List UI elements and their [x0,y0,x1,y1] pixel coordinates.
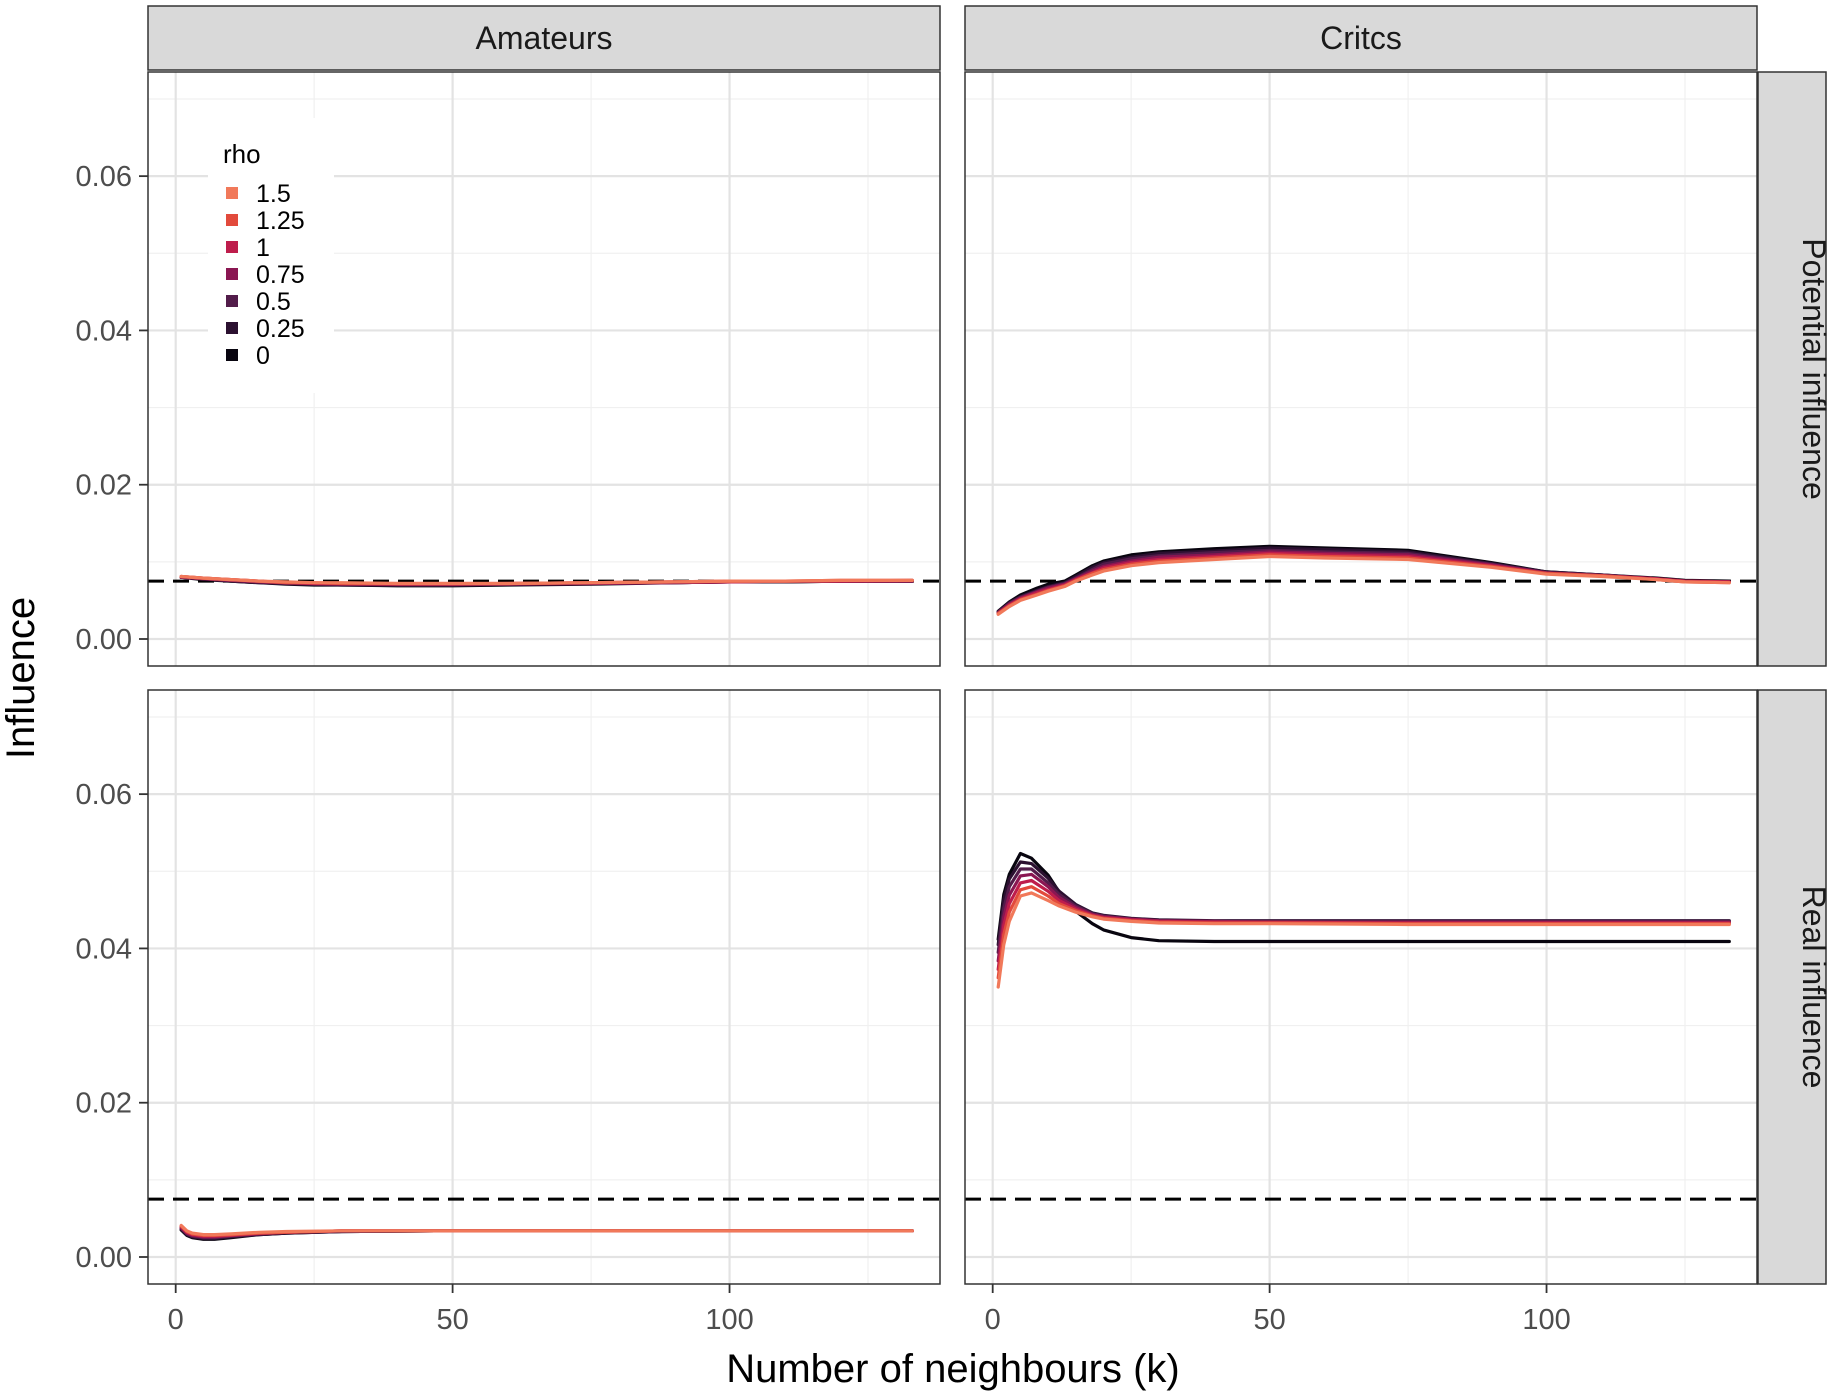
legend-swatch [226,295,238,307]
legend-label: 1.5 [256,180,291,208]
legend-item: 0.5 [226,288,291,316]
legend-item: 0.75 [226,261,305,289]
legend-title: rho [223,139,261,169]
series-line-rho-1-5 [996,554,1731,616]
x-tick-label: 0 [985,1304,1001,1336]
legend-label: 1.25 [256,207,305,235]
panel-border [964,71,1758,667]
row-strip-background [1757,689,1827,1285]
row-strip-label: Real influence [1796,886,1828,1089]
row-strip-label: Potential influence [1796,238,1828,500]
legend-label: 0.25 [256,315,305,343]
legend-item: 1.5 [226,180,291,208]
panel-border [147,71,941,667]
row-strip-real-influence: Real influence [1757,689,1828,1285]
row-strip-background [1757,71,1827,667]
y-tick-label: 0.04 [76,315,132,347]
panel-critcs-real-influence [964,689,1758,1285]
legend-item: 0.25 [226,315,305,343]
series-line-rho-0 [996,851,1731,944]
panel-background [965,690,1757,1284]
legend-swatch [226,241,238,253]
legend-item: 1.25 [226,207,305,235]
x-tick-label: 50 [436,1304,468,1336]
legend-swatch [226,322,238,334]
panel-critcs-potential-influence [964,71,1758,667]
column-strip-amateurs: Amateurs [147,5,941,71]
y-axis-title: Influence [0,597,43,759]
column-strip-label: Critcs [1320,20,1402,56]
x-tick-label: 100 [705,1304,753,1336]
legend-swatch [226,349,238,361]
legend-label: 1 [256,234,270,262]
column-strip-label: Amateurs [476,20,613,56]
series-line-rho-1-5 [179,574,914,586]
legend-swatch [226,268,238,280]
panel-border [964,689,1758,1285]
panel-border [147,689,941,1285]
column-strip-critcs: Critcs [964,5,1758,71]
y-tick-label: 0.02 [76,1088,132,1120]
series-line-rho-1-5 [996,891,1731,989]
y-tick-label: 0.00 [76,1242,132,1274]
legend-item: 0 [226,342,270,370]
x-axis-title: Number of neighbours (k) [726,1347,1180,1391]
y-tick-label: 0.02 [76,470,132,502]
legend-background [208,118,334,393]
legend-swatch [226,187,238,199]
legend-label: 0.5 [256,288,291,316]
y-tick-label: 0.06 [76,779,132,811]
row-strip-potential-influence: Potential influence [1757,71,1828,667]
y-tick-label: 0.04 [76,933,132,965]
legend-item: 1 [226,234,270,262]
panel-background [148,690,940,1284]
y-tick-label: 0.06 [76,161,132,193]
x-tick-label: 50 [1253,1304,1285,1336]
column-strip-background [147,5,941,71]
legend-swatch [226,214,238,226]
panel-amateurs-real-influence [147,689,941,1285]
column-strip-background [964,5,1758,71]
legend-label: 0.75 [256,261,305,289]
x-tick-label: 0 [168,1304,184,1336]
x-tick-label: 100 [1522,1304,1570,1336]
series-line-rho-1-5 [179,1223,914,1237]
y-tick-label: 0.00 [76,624,132,656]
legend-label: 0 [256,342,270,370]
